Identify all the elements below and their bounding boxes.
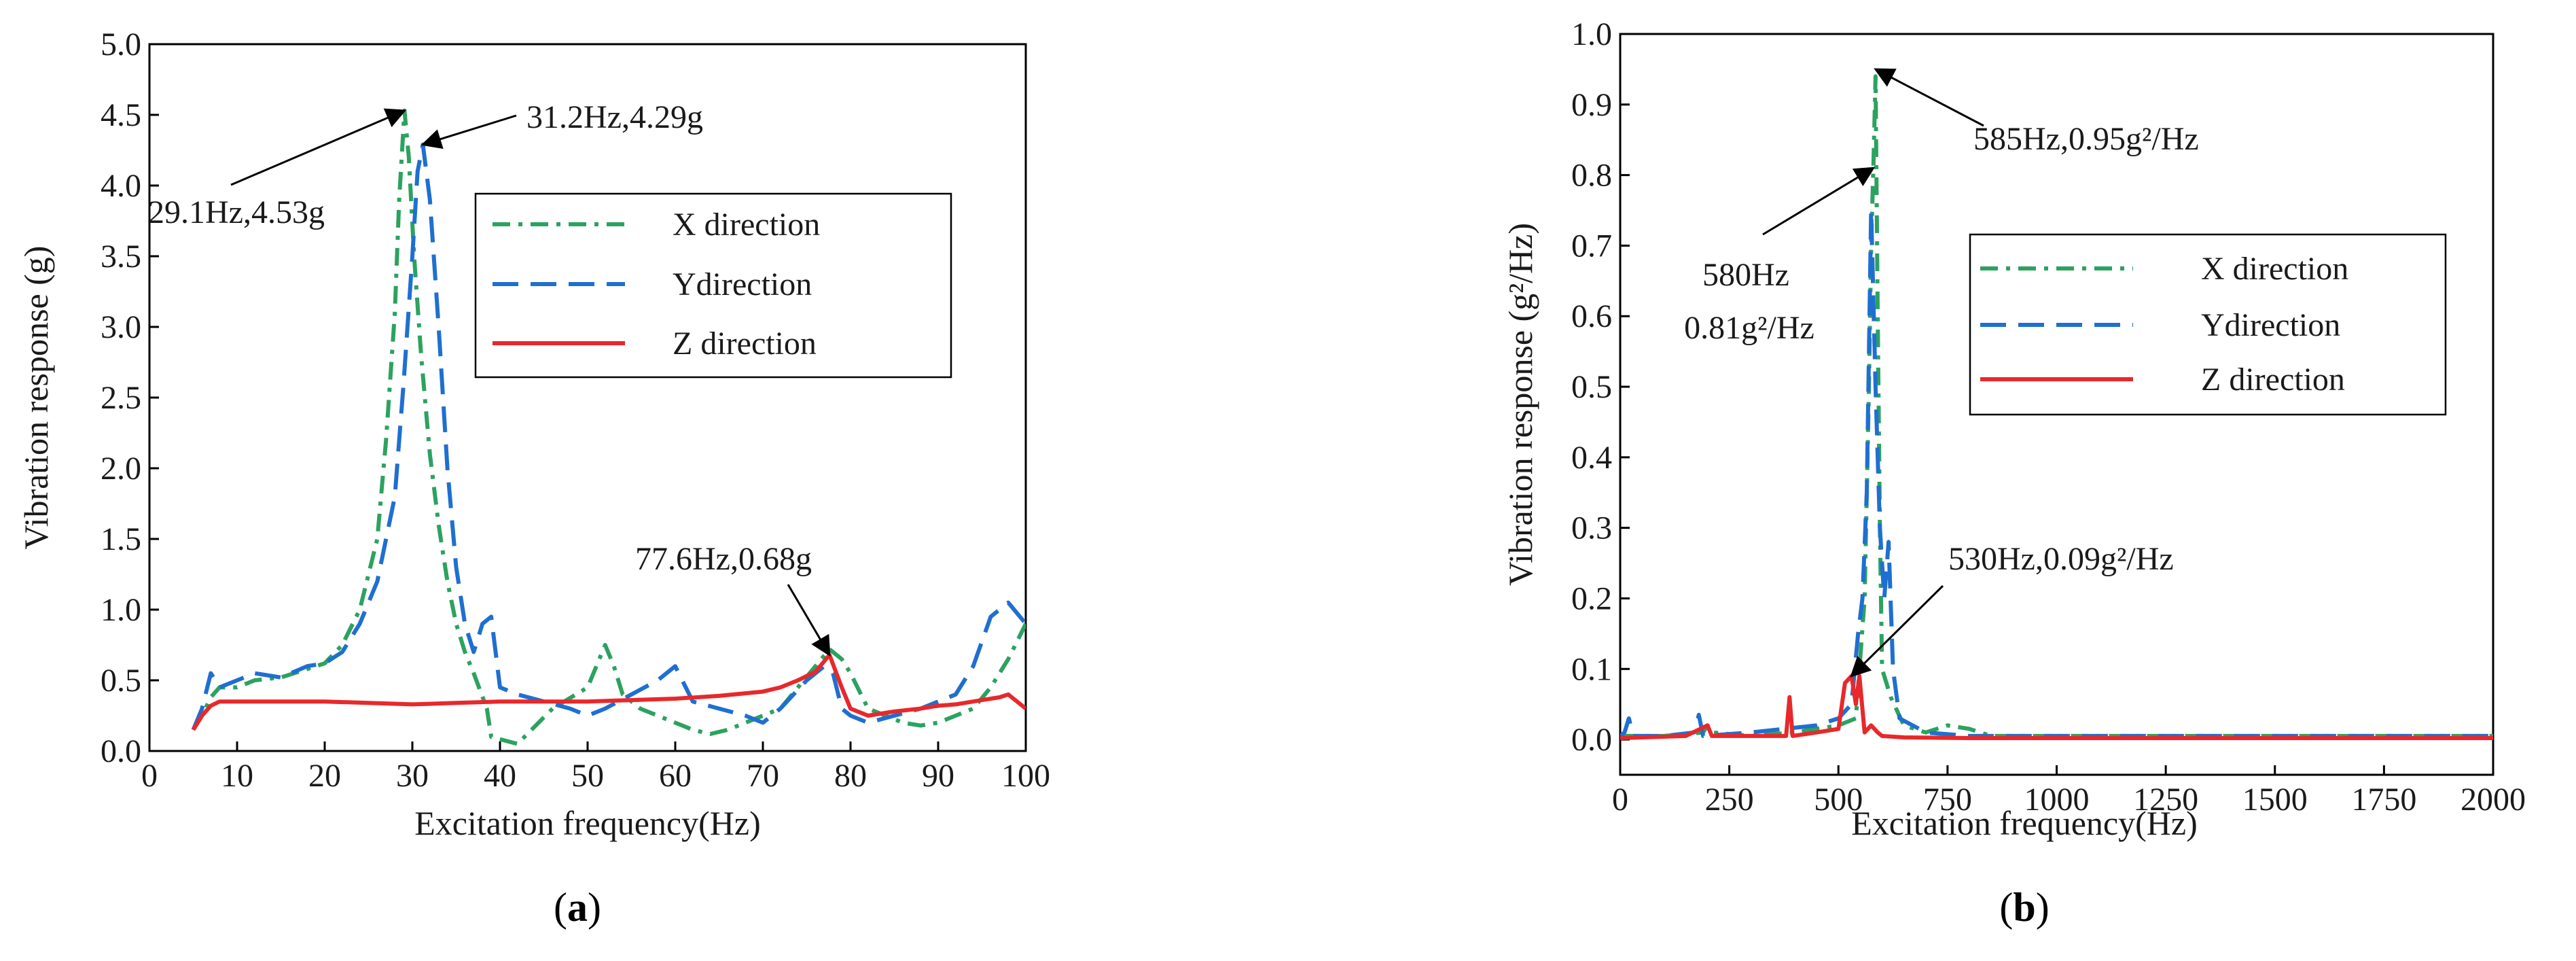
chart-a-x-tick-label: 30 <box>396 758 429 794</box>
chart-b-y-tick-label: 0.2 <box>1571 580 1612 616</box>
chart-a-y-tick-label: 5.0 <box>101 27 141 63</box>
chart-b-x-tick-label: 1250 <box>2133 782 2198 818</box>
chart-a-annotation-peak-x: 29.1Hz,4.53g <box>148 194 325 230</box>
chart-a-y-tick-label: 0.0 <box>101 733 141 769</box>
chart-b: 0 250 500 750 1000 1250 1500 1750 2000 0.0 0.1 0.2 0… <box>1501 16 2526 930</box>
chart-a-x-tick-label: 80 <box>834 758 867 794</box>
chart-a-x-axis-label: Excitation frequency(Hz) <box>414 804 760 842</box>
chart-b-x-tick-label: 2000 <box>2461 782 2526 818</box>
chart-b-y-tick-label: 0.7 <box>1571 228 1612 264</box>
chart-b-legend-y-label: Ydirection <box>2201 307 2340 343</box>
chart-b-x-tick-label: 1500 <box>2242 782 2308 818</box>
chart-a: 0 10 20 30 40 50 60 70 80 90 100 0.0 0.5 1.0 1.5 2.0 2.5… <box>17 27 1050 930</box>
chart-b-legend-z-label: Z direction <box>2201 362 2345 398</box>
chart-b-annotation-580hz-line1: 580Hz <box>1702 257 1789 293</box>
chart-a-x-tick-label: 100 <box>1001 758 1050 794</box>
chart-b-annotation-arrow-580hz <box>1762 167 1876 236</box>
chart-b-y-tick-label: 1.0 <box>1571 16 1612 52</box>
chart-a-legend: X direction Ydirection Z direction <box>474 192 952 379</box>
chart-a-x-tick-label: 20 <box>308 758 341 794</box>
chart-b-x-tick-label: 250 <box>1705 782 1754 818</box>
chart-b-annotation-585hz: 585Hz,0.95g²/Hz <box>1973 121 2199 157</box>
chart-a-x-tick-label: 10 <box>221 758 253 794</box>
chart-a-panel-label: (a) <box>554 885 601 930</box>
chart-b-y-tick-label: 0.6 <box>1571 298 1612 334</box>
chart-a-series-ydirection <box>191 142 1026 731</box>
chart-a-legend-x-label: X direction <box>673 207 820 243</box>
chart-b-annotation-arrow-585hz <box>1874 68 1984 127</box>
chart-a-y-tick-label: 4.5 <box>101 97 141 133</box>
chart-b-y-axis-label: Vibration response (g²/Hz) <box>1501 223 1539 586</box>
chart-b-y-tick-label: 0.3 <box>1571 510 1612 546</box>
chart-a-x-tick-label: 50 <box>571 758 604 794</box>
chart-b-y-tick-label: 0.0 <box>1571 722 1612 758</box>
chart-a-x-tick-label: 90 <box>922 758 954 794</box>
chart-b-y-tick-label: 0.1 <box>1571 651 1612 687</box>
chart-a-annotation-peak-z: 77.6Hz,0.68g <box>635 541 812 577</box>
chart-a-annotation-arrow-peak-x <box>230 108 407 186</box>
chart-b-x-tick-label: 750 <box>1923 782 1972 818</box>
chart-b-annotation-arrow-530hz <box>1850 584 1944 678</box>
chart-a-y-axis-label: Vibration response (g) <box>17 246 55 550</box>
chart-a-plot-frame <box>148 43 1027 752</box>
chart-a-x-tick-label: 40 <box>484 758 516 794</box>
chart-a-y-tick-label: 1.5 <box>101 521 141 557</box>
chart-a-y-tick-label: 0.5 <box>101 663 141 699</box>
chart-a-annotation-peak-y: 31.2Hz,4.29g <box>526 99 703 135</box>
chart-b-axes: 0 250 500 750 1000 1250 1500 1750 2000 0.0 0.1 0.2 0… <box>1571 16 2526 818</box>
chart-a-axes: 0 10 20 30 40 50 60 70 80 90 100 0.0 0.5 1.0 1.5 2.0 2.5… <box>101 27 1050 794</box>
chart-b-x-tick-label: 1750 <box>2351 782 2416 818</box>
chart-a-series <box>191 108 1026 746</box>
chart-a-y-tick-label: 1.0 <box>101 592 141 628</box>
chart-b-legend-box <box>1969 233 2447 416</box>
chart-a-y-tick-label: 3.5 <box>101 239 141 275</box>
chart-a-y-tick-label: 2.0 <box>101 451 141 487</box>
chart-b-annotation-530hz: 530Hz,0.09g²/Hz <box>1948 541 2174 577</box>
chart-a-series-z-direction <box>191 652 1026 731</box>
chart-a-x-tick-label: 70 <box>747 758 779 794</box>
chart-a-legend-y-label: Ydirection <box>673 266 812 302</box>
chart-b-y-tick-label: 0.5 <box>1571 369 1612 405</box>
chart-a-annotation-arrow-peak-z <box>787 584 831 657</box>
chart-a-legend-z-label: Z direction <box>673 326 817 362</box>
chart-b-annotation-580hz-line2: 0.81g²/Hz <box>1684 310 1814 346</box>
chart-b-x-tick-label: 1000 <box>2024 782 2090 818</box>
chart-b-legend: X direction Ydirection Z direction <box>1969 233 2447 416</box>
chart-b-series-ydirection <box>1620 208 2493 738</box>
chart-b-y-tick-label: 0.8 <box>1571 158 1612 194</box>
chart-a-x-tick-label: 60 <box>659 758 692 794</box>
chart-b-x-tick-label: 0 <box>1612 782 1628 818</box>
chart-b-y-tick-label: 0.4 <box>1571 440 1612 476</box>
chart-a-y-tick-label: 3.0 <box>101 309 141 345</box>
chart-a-y-tick-label: 4.0 <box>101 168 141 204</box>
chart-b-legend-x-label: X direction <box>2201 251 2348 287</box>
chart-b-y-tick-label: 0.9 <box>1571 87 1612 123</box>
chart-b-x-tick-label: 500 <box>1814 782 1863 818</box>
chart-b-x-axis-label: Excitation frequency(Hz) <box>1851 804 2197 842</box>
chart-a-y-tick-label: 2.5 <box>101 380 141 416</box>
chart-b-panel-label: (b) <box>1999 885 2049 930</box>
chart-b-series-z-direction <box>1620 674 2493 740</box>
chart-a-annotation-arrow-peak-y <box>421 114 517 150</box>
chart-a-x-tick-label: 0 <box>141 758 158 794</box>
chart-a-series-x-direction <box>191 108 1026 746</box>
